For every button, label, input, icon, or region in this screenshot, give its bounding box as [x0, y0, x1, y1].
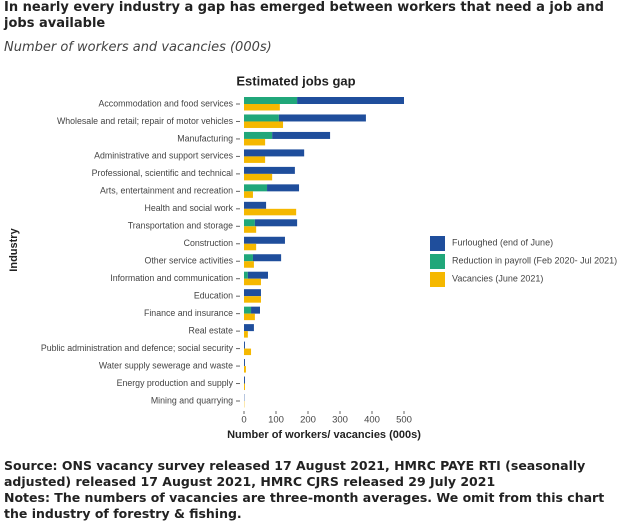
bar [244, 243, 257, 251]
bar-segment [244, 324, 254, 332]
bar [244, 313, 255, 321]
x-axis-title: Number of workers/ vacancies (000s) [227, 429, 421, 441]
bar [244, 138, 266, 146]
y-tick-label: Construction [184, 238, 233, 248]
y-tick-label: Wholesale and retail; repair of motor ve… [57, 116, 234, 126]
chart-title: Estimated jobs gap [236, 73, 355, 88]
bar [244, 191, 253, 198]
bar-segment [278, 114, 366, 122]
x-tick-label: 100 [268, 415, 284, 426]
bar [244, 226, 257, 233]
legend-label: Furloughed (end of June) [452, 237, 553, 247]
bar [244, 156, 266, 163]
y-tick-label: Information and communication [110, 273, 233, 283]
bar-segment [244, 254, 253, 262]
y-tick-label: Mining and quarrying [151, 395, 233, 405]
y-tick-label: Energy production and supply [117, 378, 234, 388]
bar-segment [272, 131, 331, 139]
bar [244, 208, 297, 216]
y-tick-label: Transportation and storage [128, 221, 233, 231]
y-tick-label: Professional, scientific and technical [92, 168, 233, 178]
source: Source: ONS vacancy survey released 17 A… [4, 458, 586, 489]
bar-segment [244, 131, 273, 139]
bar [244, 366, 246, 373]
bar-segment [244, 219, 255, 227]
bar [244, 121, 284, 128]
bar [244, 261, 254, 268]
bar-segment [254, 219, 298, 227]
bar-segment [297, 97, 404, 104]
x-tick-label: 0 [241, 415, 246, 426]
y-tick-label: Arts, entertainment and recreation [100, 186, 233, 196]
x-tick-label: 500 [396, 415, 412, 426]
bar-segment [244, 201, 267, 209]
y-tick-label: Public administration and defence; socia… [41, 343, 234, 353]
bar-segment [267, 184, 300, 192]
bar-segment [247, 271, 268, 279]
legend-swatch [430, 272, 445, 287]
bar-segment [244, 184, 268, 192]
legend-label: Reduction in payroll (Feb 2020- Jul 2021… [452, 255, 617, 265]
y-tick-label: Finance and insurance [144, 308, 233, 318]
headline: In nearly every industry a gap has emerg… [4, 0, 604, 31]
y-tick-label: Health and social work [144, 203, 233, 213]
y-tick-label: Education [194, 291, 233, 301]
bar [244, 278, 261, 286]
x-tick-label: 400 [364, 415, 380, 426]
legend-swatch [430, 254, 445, 269]
bar-segment [244, 376, 245, 384]
x-tick-label: 300 [332, 415, 348, 426]
y-tick-label: Administrative and support services [94, 151, 233, 161]
bar-segment [244, 341, 245, 349]
bar-segment [244, 359, 245, 367]
bar-segment [244, 97, 298, 104]
y-tick-label: Other service activities [145, 256, 234, 266]
bar-segment [252, 254, 282, 262]
bar-segment [244, 114, 279, 122]
bar-segment [244, 289, 261, 297]
legend-swatch [430, 236, 445, 251]
bar [244, 296, 261, 303]
subtitle: Number of workers and vacancies (000s) [4, 40, 272, 55]
x-tick-label: 200 [300, 415, 316, 426]
bar-segment [244, 271, 248, 279]
y-tick-label: Accommodation and food services [99, 98, 234, 108]
y-tick-label: Water supply sewerage and waste [99, 360, 233, 370]
bar-segment [244, 166, 295, 174]
y-tick-label: Real estate [189, 325, 234, 335]
y-axis-title: Industry [8, 227, 20, 271]
bar-segment [244, 149, 305, 157]
bar [244, 348, 252, 356]
notes: Notes: The numbers of vacancies are thre… [4, 490, 605, 521]
bar [244, 383, 245, 391]
bar-segment [244, 306, 252, 314]
bar [244, 173, 273, 181]
bar-segment [244, 236, 285, 244]
bar-segment [251, 306, 260, 314]
legend-label: Vacancies (June 2021) [452, 273, 543, 283]
bar [244, 331, 248, 338]
bar [244, 104, 280, 111]
y-tick-label: Manufacturing [177, 133, 233, 143]
